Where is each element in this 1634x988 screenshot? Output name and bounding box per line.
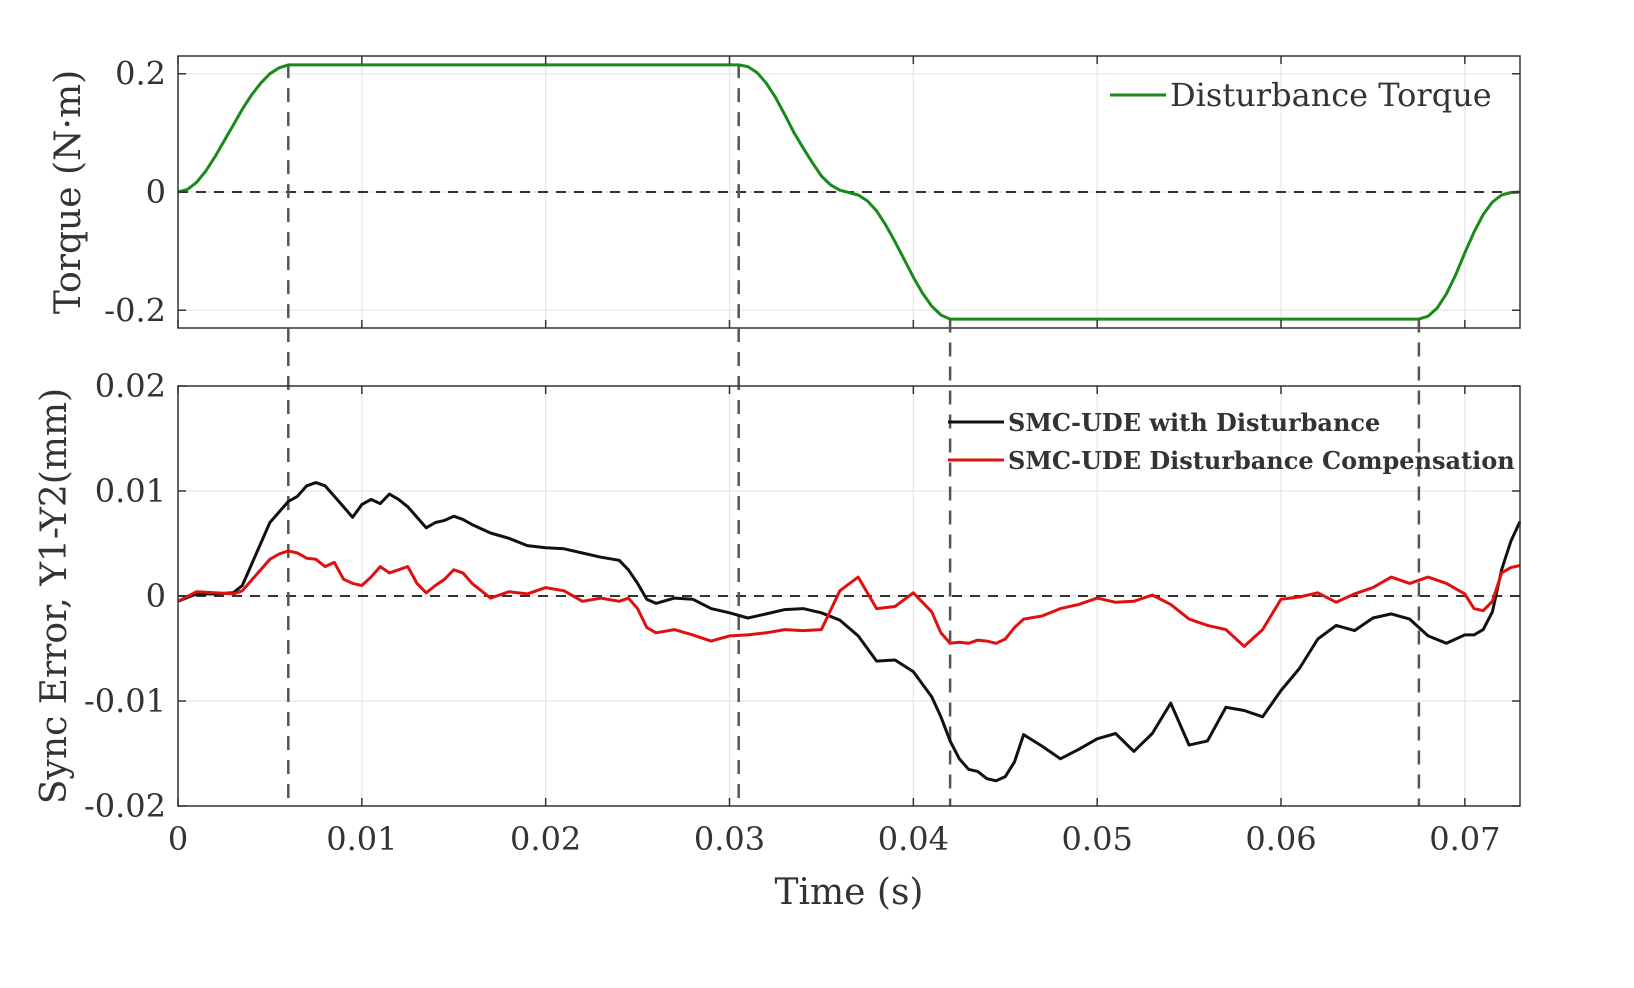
torque-y-axis-label: Torque (N·m): [48, 70, 89, 314]
sync-error-panel: -0.02 -0.01 0 0.01 0.02 0 0.01 0.02 0.03 0.04 0.05…: [34, 318, 1522, 913]
x-tick-label-0-04: 0.04: [878, 820, 949, 858]
sync-error-series-layer: [177, 481, 1522, 783]
sync-error-ticks: -0.02 -0.01 0 0.01 0.02 0 0.01 0.02 0.03 0.04 0.05…: [84, 367, 1520, 858]
torque-series-layer: [177, 63, 1521, 321]
x-tick-label-0-02: 0.02: [510, 820, 581, 858]
y-tick-label-0: 0: [146, 577, 166, 615]
x-tick-label-0: 0: [168, 820, 188, 858]
x-tick-label-0-03: 0.03: [694, 820, 765, 858]
sync-error-legend: SMC-UDE with Disturbance SMC-UDE Disturb…: [948, 408, 1515, 475]
x-tick-label-0-01: 0.01: [326, 820, 397, 858]
sync-error-y-axis-label: Sync Error, Y1-Y2(mm): [34, 388, 75, 804]
x-tick-label-0-07: 0.07: [1429, 820, 1500, 858]
y-tick-label-0-2: 0.2: [115, 55, 166, 93]
torque-panel: -0.2 0 0.2 Torque (N·m) Disturbance Torque: [48, 55, 1521, 329]
series-line-smc-ude-with-disturbance: [177, 481, 1522, 783]
torque-ticks: -0.2 0 0.2: [104, 55, 1520, 329]
legend-label-smc-ude-disturbance-compensation: SMC-UDE Disturbance Compensation: [1008, 446, 1515, 475]
legend-label-smc-ude-with-disturbance: SMC-UDE with Disturbance: [1008, 408, 1380, 437]
x-tick-label-0-05: 0.05: [1062, 820, 1133, 858]
y-tick-label-0-01: 0.01: [95, 472, 166, 510]
y-tick-label-0-02: -0.02: [84, 787, 166, 825]
series-line-disturbance-torque: [177, 63, 1521, 321]
torque-legend: Disturbance Torque: [1110, 76, 1492, 114]
y-tick-label-0: 0: [146, 173, 166, 211]
legend-label-disturbance-torque: Disturbance Torque: [1170, 76, 1492, 114]
y-tick-label-0-2: -0.2: [104, 291, 166, 329]
x-tick-label-0-06: 0.06: [1245, 820, 1316, 858]
time-x-axis-label: Time (s): [775, 872, 924, 913]
y-tick-label-0-01: -0.01: [84, 682, 166, 720]
series-line-smc-ude-disturbance-compensation: [177, 549, 1521, 648]
y-tick-label-0-02: 0.02: [95, 367, 166, 405]
